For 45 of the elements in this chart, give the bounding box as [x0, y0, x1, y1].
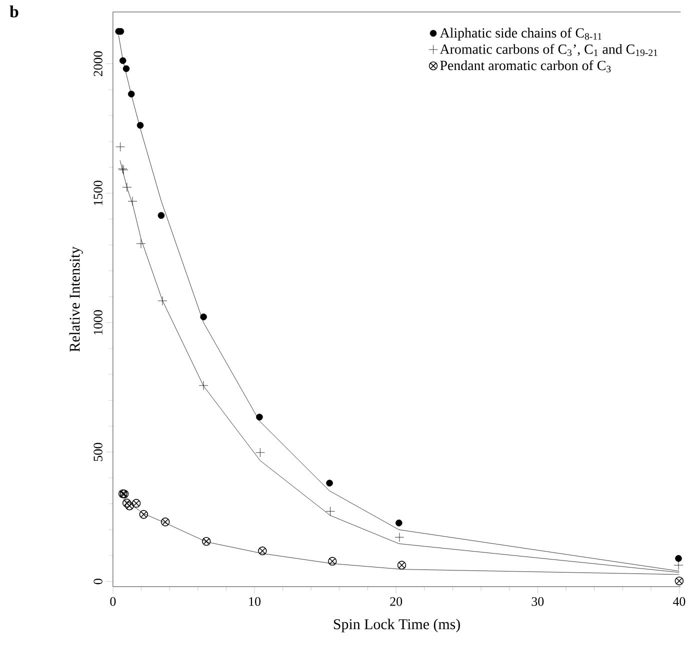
point [326, 506, 335, 516]
point [674, 576, 684, 586]
point [128, 90, 135, 98]
point [328, 557, 337, 566]
legend-label: Aliphatic side chains of C$_{8-11}$ [440, 28, 602, 41]
point [136, 239, 146, 249]
point [198, 381, 208, 390]
point [258, 546, 267, 556]
point [200, 314, 207, 320]
point [255, 448, 265, 458]
x-tick-label: 20 [390, 597, 402, 606]
x-tick-label: 30 [532, 597, 544, 606]
point [397, 560, 406, 570]
legend-label: Aromatic carbons of C$_{3}$’, C$_{1}$ and C$_{19-21}$ [440, 44, 658, 56]
point [125, 502, 134, 510]
x-tick-label: 0 [110, 597, 116, 606]
point [256, 414, 263, 421]
point [116, 142, 125, 152]
point [136, 122, 144, 129]
x-axis-title: Spin Lock Time (ms) [334, 618, 460, 632]
point [675, 555, 682, 562]
chart-title: b [10, 6, 18, 18]
point [326, 480, 333, 487]
y-tick-label: 0 [94, 578, 102, 584]
point [132, 499, 141, 508]
x-tick-label: 40 [672, 597, 686, 606]
y-axis-title: Relative Intensity [69, 246, 83, 352]
x-tick-label: 10 [249, 597, 260, 606]
point [394, 532, 404, 542]
y-tick-label: 500 [94, 443, 102, 462]
point [122, 65, 130, 72]
y-tick-label: 1500 [94, 180, 102, 206]
point [128, 196, 138, 206]
point [122, 498, 132, 508]
point [158, 296, 168, 306]
point [139, 510, 148, 519]
point [160, 518, 170, 527]
y-tick-label: 2000 [94, 51, 102, 76]
point [119, 57, 126, 64]
point [158, 212, 165, 220]
point [202, 537, 211, 546]
legend-label: Pendant aromatic carbon of C$_{3}$ [440, 60, 611, 72]
point [396, 520, 402, 527]
point [122, 182, 132, 192]
y-tick-label: 1000 [94, 310, 102, 335]
